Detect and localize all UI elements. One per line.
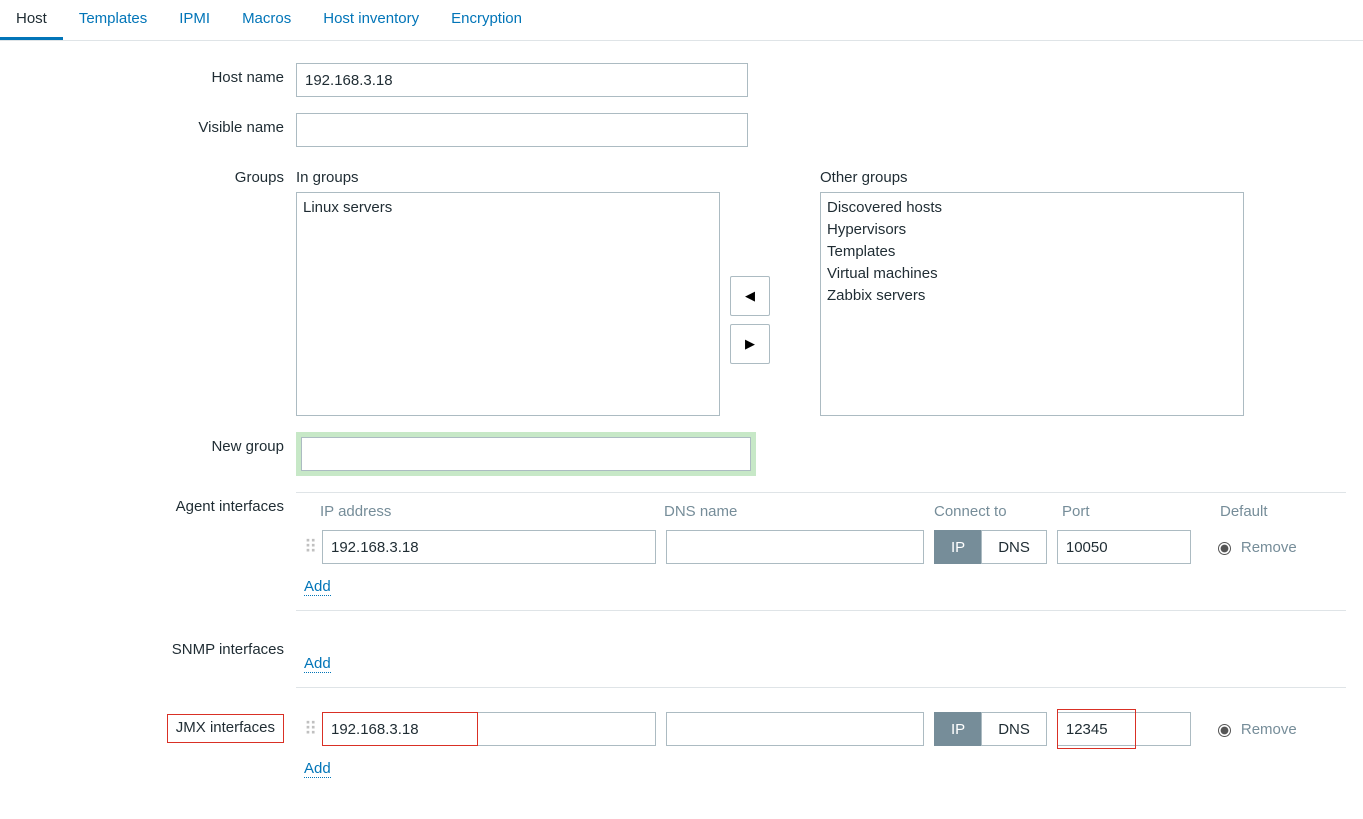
list-item[interactable]: Linux servers [303,197,713,219]
header-connect: Connect to [934,503,1062,520]
jmx-dns-input[interactable] [666,712,924,746]
list-item[interactable]: Discovered hosts [827,197,1237,219]
tabs-bar: Host Templates IPMI Macros Host inventor… [0,0,1363,41]
list-item[interactable]: Hypervisors [827,219,1237,241]
in-groups-listbox[interactable]: Linux servers [296,192,720,416]
jmx-interfaces-label: JMX interfaces [167,714,284,743]
agent-interface-row: ⠿ IP DNS Remove [296,530,1346,564]
agent-add-link[interactable]: Add [304,578,331,596]
groups-label: Groups [0,163,296,186]
in-groups-label: In groups [296,163,720,186]
agent-ip-input[interactable] [322,530,656,564]
jmx-ip-input[interactable] [322,712,656,746]
tab-ipmi[interactable]: IPMI [163,0,226,40]
visiblename-input[interactable] [296,113,748,147]
tab-host[interactable]: Host [0,0,63,40]
tab-host-inventory[interactable]: Host inventory [307,0,435,40]
header-dns: DNS name [664,503,934,520]
newgroup-highlight [296,432,756,476]
tab-templates[interactable]: Templates [63,0,163,40]
jmx-add-link[interactable]: Add [304,760,331,778]
snmp-interfaces-label: SNMP interfaces [0,635,296,658]
agent-connect-segment: IP DNS [934,530,1047,564]
jmx-remove-link[interactable]: Remove [1241,721,1297,738]
agent-connect-ip[interactable]: IP [934,530,981,564]
host-form: Host name Visible name Groups In groups … [0,41,1363,784]
visiblename-label: Visible name [0,113,296,136]
other-groups-label: Other groups [820,163,1244,186]
agent-port-input[interactable] [1057,530,1191,564]
drag-handle-icon[interactable]: ⠿ [304,725,318,733]
agent-interfaces-label: Agent interfaces [0,492,296,515]
list-item[interactable]: Zabbix servers [827,285,1237,307]
jmx-interface-row: ⠿ IP DNS Remove [296,712,1346,746]
jmx-connect-ip[interactable]: IP [934,712,981,746]
hostname-input[interactable] [296,63,748,97]
hostname-label: Host name [0,63,296,86]
jmx-default-radio[interactable] [1218,724,1231,737]
jmx-port-input[interactable] [1057,712,1191,746]
drag-handle-icon[interactable]: ⠿ [304,543,318,551]
move-left-button[interactable]: ◀ [730,276,770,316]
list-item[interactable]: Virtual machines [827,263,1237,285]
header-ip: IP address [320,503,664,520]
agent-connect-dns[interactable]: DNS [981,530,1047,564]
header-default: Default [1220,503,1268,520]
newgroup-input[interactable] [301,437,751,471]
tab-macros[interactable]: Macros [226,0,307,40]
move-right-button[interactable]: ▶ [730,324,770,364]
other-groups-listbox[interactable]: Discovered hosts Hypervisors Templates V… [820,192,1244,416]
agent-remove-link[interactable]: Remove [1241,539,1297,556]
list-item[interactable]: Templates [827,241,1237,263]
tab-encryption[interactable]: Encryption [435,0,538,40]
jmx-connect-segment: IP DNS [934,712,1047,746]
triangle-left-icon: ◀ [745,288,755,304]
newgroup-label: New group [0,432,296,455]
agent-default-radio[interactable] [1218,542,1231,555]
header-port: Port [1062,503,1220,520]
agent-dns-input[interactable] [666,530,924,564]
snmp-add-link[interactable]: Add [304,655,331,673]
jmx-connect-dns[interactable]: DNS [981,712,1047,746]
triangle-right-icon: ▶ [745,336,755,352]
